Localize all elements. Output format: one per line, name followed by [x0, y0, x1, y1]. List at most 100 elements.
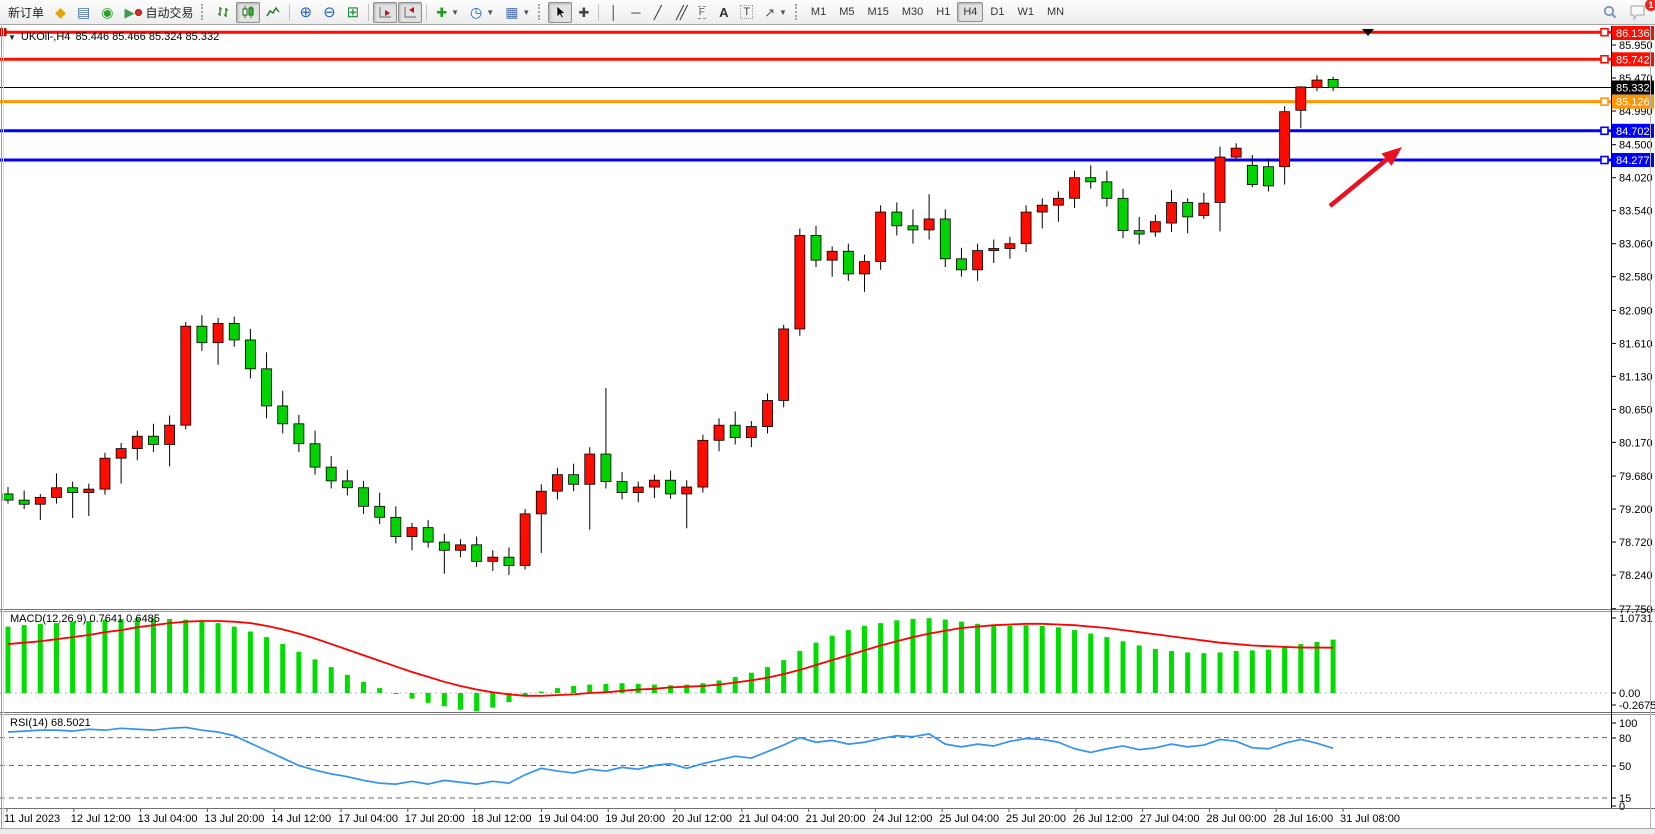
macd-axis-label: 1.0731: [1619, 613, 1653, 625]
price-tick-label: 80.170: [1619, 437, 1653, 449]
chart-title: ▼ UKOil-,H4 85.446 85.466 85.324 85.332: [8, 31, 219, 43]
timeframe-h4[interactable]: H4: [957, 2, 984, 22]
price-tick-label: 81.610: [1619, 338, 1653, 350]
macd-signal-line: [7, 620, 1334, 697]
time-tick-label: 19 Jul 04:00: [538, 813, 598, 825]
rsi-axis-label: 100: [1619, 718, 1637, 730]
price-scale[interactable]: 85.95085.47084.99084.50084.02083.54083.0…: [1611, 26, 1655, 813]
text-icon: A: [719, 4, 729, 20]
crosshair-button[interactable]: ✚: [573, 2, 594, 23]
toolbar-separator: [289, 3, 291, 21]
price-tick-label: 84.020: [1619, 173, 1653, 185]
arrow-annotation[interactable]: [1328, 147, 1402, 208]
time-tick-label: 13 Jul 20:00: [204, 813, 264, 825]
price-tick-label: 80.650: [1619, 404, 1653, 416]
toolbar-grip[interactable]: [538, 4, 543, 20]
toolbar-grip[interactable]: [201, 4, 206, 20]
macd-indicator-label: MACD(12,26,9) 0.7641 0.6485: [10, 613, 160, 625]
horizontal-line-button[interactable]: ─: [625, 2, 646, 23]
data-window-button[interactable]: ◉: [96, 2, 118, 23]
line-chart-button[interactable]: [261, 2, 285, 23]
price-tick-label: 82.580: [1619, 272, 1653, 284]
price-tick-label: 85.950: [1619, 40, 1653, 52]
cursor-button[interactable]: [548, 1, 573, 23]
autoscroll-button[interactable]: [373, 1, 398, 23]
zoom-in-icon: ⊕: [299, 3, 313, 21]
price-badge-label: 85.126: [1616, 97, 1650, 109]
fibonacci-button[interactable]: F: [691, 2, 712, 23]
horizontal-lines[interactable]: [0, 30, 1611, 162]
profiles-button[interactable]: ▤: [72, 2, 95, 23]
toolbar-separator: [598, 3, 600, 21]
horizontal-line-icon: ─: [631, 4, 641, 20]
new-order-button[interactable]: 新订单: [3, 2, 49, 23]
chart-shift-button[interactable]: [398, 1, 423, 23]
autoscroll-icon: [379, 7, 392, 18]
line-anchor[interactable]: [1600, 54, 1609, 64]
new-chart-button[interactable]: ◆: [50, 2, 71, 23]
candlestick-chart-button[interactable]: [236, 1, 261, 23]
timeframe-d1[interactable]: D1: [984, 2, 1010, 22]
line-anchor[interactable]: [1600, 155, 1609, 165]
time-tick-label: 28 Jul 00:00: [1206, 813, 1266, 825]
time-tick-label: 17 Jul 04:00: [338, 813, 398, 825]
price-badge: [1612, 153, 1654, 168]
rsi-axis-label: 0: [1619, 801, 1625, 813]
ohlc-values: 85.446 85.466 85.324 85.332: [75, 31, 220, 43]
arrows-button[interactable]: ↗ ▼: [759, 2, 792, 23]
indicators-button[interactable]: ✚ ▼: [431, 2, 464, 23]
one-click-dropdown-icon[interactable]: ▼: [8, 32, 16, 42]
macd-axis-label: -0.2675: [1619, 700, 1655, 712]
timeframe-h1[interactable]: H1: [930, 2, 956, 22]
timeframe-m15[interactable]: M15: [861, 2, 894, 22]
price-badge-label: 86.136: [1616, 28, 1650, 40]
text-label-button[interactable]: T: [735, 2, 758, 23]
zoom-out-button[interactable]: ⊖: [318, 2, 341, 23]
channel-button[interactable]: ╱╱: [669, 2, 690, 23]
autotrading-button[interactable]: ▶ 自动交易: [119, 2, 198, 23]
tile-windows-button[interactable]: ⊞: [342, 2, 365, 23]
timeframe-m30[interactable]: M30: [896, 2, 929, 22]
time-tick-label: 24 Jul 12:00: [872, 813, 932, 825]
autotrading-label: 自动交易: [145, 5, 194, 20]
crosshair-icon: ✚: [578, 4, 590, 20]
toolbar-grip[interactable]: [794, 4, 800, 20]
bar-chart-button[interactable]: [211, 2, 235, 23]
timeframe-mn[interactable]: MN: [1041, 2, 1070, 22]
time-tick-label: 17 Jul 20:00: [405, 813, 465, 825]
price-badge: [1612, 26, 1654, 40]
timeframe-w1[interactable]: W1: [1011, 2, 1040, 22]
trendline-icon: ╱: [653, 4, 662, 20]
chat-bubble-icon: [1630, 5, 1645, 20]
zoom-in-button[interactable]: ⊕: [294, 2, 317, 23]
text-button[interactable]: A: [713, 2, 734, 23]
chevron-down-icon: ▼: [451, 7, 460, 17]
cursor-arrow-icon: [557, 5, 567, 19]
line-marker-icon[interactable]: [1362, 29, 1374, 36]
chat-button[interactable]: 1: [1624, 0, 1655, 23]
autotrading-icon: ▶: [124, 4, 135, 20]
timeframe-m5[interactable]: M5: [833, 2, 860, 22]
vertical-line-button[interactable]: │: [603, 2, 624, 23]
tile-windows-icon: ⊞: [346, 3, 360, 21]
trendline-button[interactable]: ╱: [647, 2, 668, 23]
periods-button[interactable]: ◷ ▼: [465, 2, 499, 23]
rsi-axis-label: 80: [1619, 733, 1631, 745]
notification-badge: 1: [1645, 0, 1655, 11]
template-chart-icon: ▦: [505, 4, 519, 20]
line-anchor[interactable]: [1600, 27, 1609, 37]
price-tick-label: 84.500: [1619, 140, 1653, 152]
templates-button[interactable]: ▦ ▼: [500, 2, 535, 23]
candlestick-series: [2, 75, 1339, 576]
line-anchor[interactable]: [1600, 97, 1609, 106]
time-scale[interactable]: 11 Jul 2023 12 Jul 12:00 13 Jul 04:00 13 Ju…: [0, 809, 1655, 834]
timeframe-m1[interactable]: M1: [805, 2, 832, 22]
chevron-down-icon: ▼: [486, 7, 495, 17]
line-anchor[interactable]: [1600, 126, 1609, 136]
time-tick-label: 20 Jul 12:00: [672, 813, 732, 825]
search-button[interactable]: [1597, 2, 1623, 23]
price-badge: [1612, 123, 1654, 138]
profiles-icon: ▤: [77, 4, 91, 20]
price-badge-label: 84.277: [1616, 155, 1650, 167]
